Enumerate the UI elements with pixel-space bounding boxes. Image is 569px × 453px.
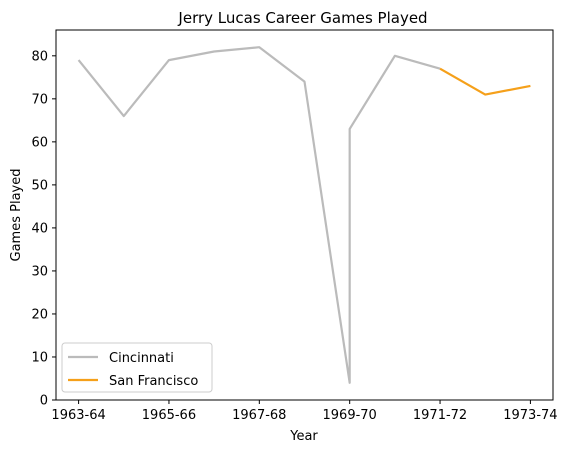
- y-tick-label: 80: [31, 49, 48, 64]
- x-tick-label: 1967-68: [232, 408, 286, 423]
- legend: Cincinnati San Francisco: [62, 343, 212, 392]
- chart-title: Jerry Lucas Career Games Played: [177, 9, 427, 27]
- series-lines: [79, 47, 531, 383]
- x-tick-label: 1969-70: [323, 408, 377, 423]
- y-tick-label: 10: [31, 350, 48, 365]
- legend-label-san-francisco: San Francisco: [109, 374, 198, 389]
- x-tick-label: 1963-64: [51, 408, 105, 423]
- y-tick-label: 50: [31, 178, 48, 193]
- y-tick-label: 0: [40, 394, 48, 409]
- x-tick-label: 1965-66: [142, 408, 196, 423]
- legend-label-cincinnati: Cincinnati: [109, 351, 174, 366]
- x-tick-label: 1973-74: [503, 408, 557, 423]
- y-tick-label: 60: [31, 135, 48, 150]
- x-axis-ticks: 1963-64 1965-66 1967-68 1969-70 1971-72 1973-…: [51, 400, 557, 423]
- series-line-san-francisco: [440, 69, 530, 95]
- y-axis-ticks: 0 10 20 30 40 50 60 70 80: [31, 49, 56, 408]
- x-tick-label: 1971-72: [413, 408, 467, 423]
- y-tick-label: 70: [31, 92, 48, 107]
- series-line-cincinnati: [79, 47, 440, 383]
- x-axis-label: Year: [289, 429, 318, 444]
- y-tick-label: 30: [31, 264, 48, 279]
- y-axis-label: Games Played: [9, 169, 24, 262]
- y-tick-label: 20: [31, 307, 48, 322]
- y-tick-label: 40: [31, 221, 48, 236]
